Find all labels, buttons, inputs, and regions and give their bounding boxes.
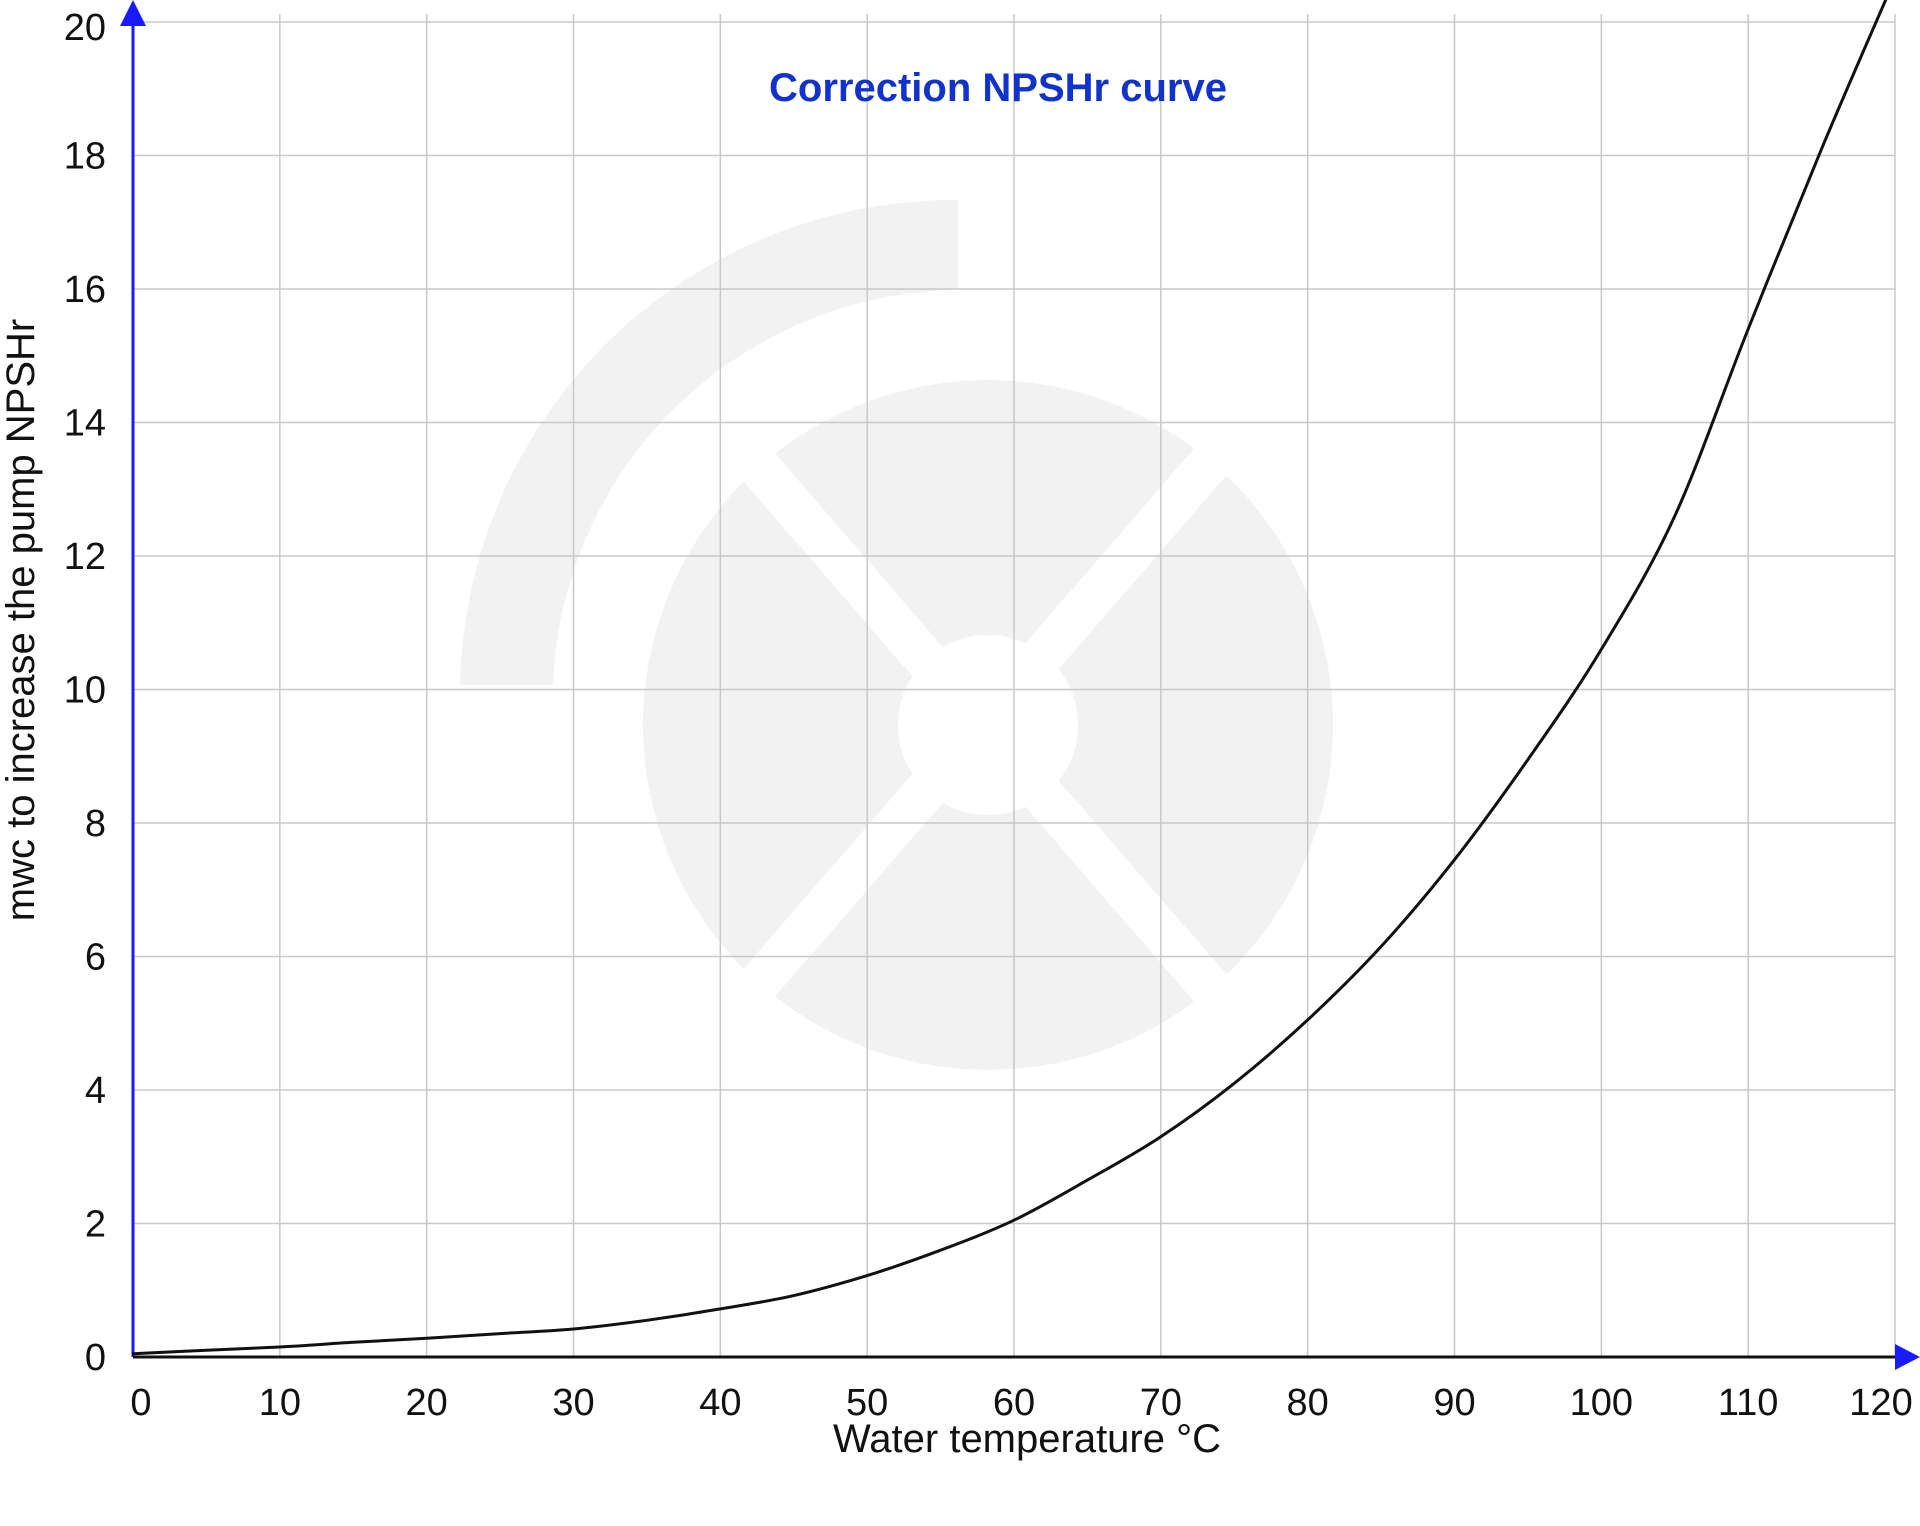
x-tick-label: 30	[552, 1382, 594, 1424]
x-axis-title: Water temperature °C	[833, 1417, 1221, 1461]
y-tick-label: 6	[85, 937, 106, 979]
y-axis-arrow	[120, 0, 146, 26]
y-tick-label: 2	[85, 1204, 106, 1246]
watermark-hub	[898, 635, 1078, 815]
x-tick-label: 110	[1718, 1382, 1779, 1424]
x-tick-label: 0	[130, 1382, 151, 1424]
y-tick-label: 16	[64, 269, 106, 311]
watermark-outer-arc	[460, 199, 958, 685]
x-tick-label: 90	[1433, 1382, 1475, 1424]
x-tick-label: 40	[699, 1382, 741, 1424]
x-tick-label: 10	[259, 1382, 301, 1424]
watermark-logo	[460, 199, 1333, 1070]
x-tick-label: 50	[846, 1382, 888, 1424]
y-tick-label: 0	[85, 1337, 106, 1379]
x-tick-labels: 0 10 20 30 40 50 60 70 80 90 100 110 120	[130, 1382, 1912, 1424]
x-tick-label: 20	[406, 1382, 448, 1424]
y-tick-label: 12	[64, 536, 106, 578]
axes	[120, 0, 1920, 1370]
x-tick-label: 70	[1140, 1382, 1182, 1424]
x-tick-label: 120	[1849, 1382, 1912, 1424]
x-tick-label: 80	[1287, 1382, 1329, 1424]
x-tick-label: 60	[993, 1382, 1035, 1424]
y-tick-label: 10	[64, 670, 106, 712]
series-group	[131, 0, 1888, 1356]
y-tick-labels: 0 2 4 6 8 10 12 14 16 18 20	[64, 7, 106, 1379]
y-tick-label: 20	[64, 7, 106, 49]
x-axis-arrow	[1895, 1344, 1920, 1370]
y-tick-label: 4	[85, 1070, 106, 1112]
y-tick-label: 8	[85, 803, 106, 845]
grid	[133, 14, 1896, 1357]
chart-title: Correction NPSHr curve	[769, 66, 1227, 110]
series-line-0	[131, 0, 1888, 1356]
y-tick-label: 18	[64, 136, 106, 178]
y-tick-label: 14	[64, 403, 106, 445]
x-tick-label: 100	[1570, 1382, 1633, 1424]
y-axis-title: mwc to increase the pump NPSHr	[0, 319, 43, 921]
